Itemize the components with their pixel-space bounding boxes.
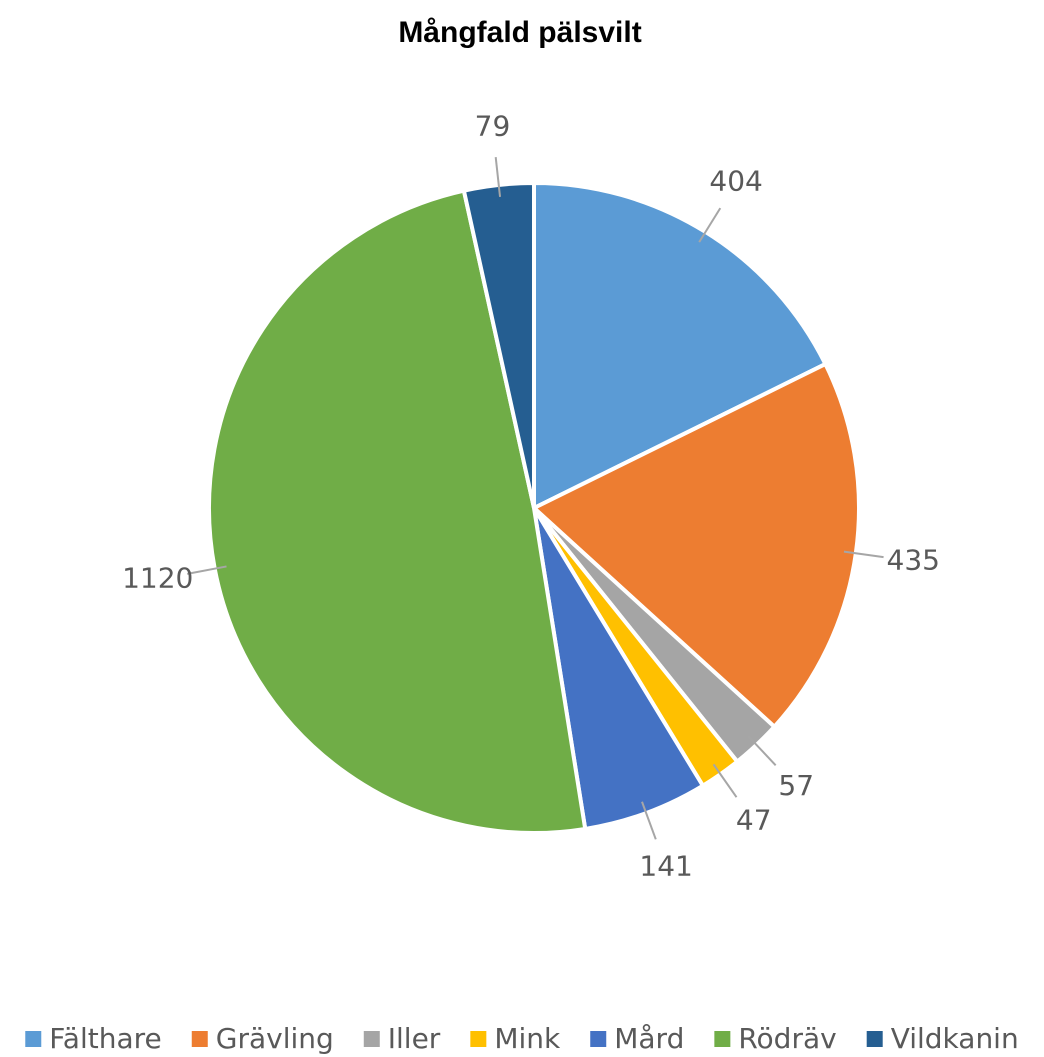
leader-line — [843, 550, 884, 559]
legend-marker — [363, 1031, 380, 1047]
chart-title: Mångfald pälsvilt — [398, 16, 641, 49]
leader-line — [494, 156, 502, 197]
legend-label: Rödräv — [738, 1022, 836, 1055]
leader-line — [187, 565, 227, 575]
data-label: 141 — [639, 849, 692, 882]
data-label: 47 — [736, 804, 772, 837]
legend-label: Vildkanin — [891, 1022, 1019, 1055]
legend-label: Mård — [614, 1022, 684, 1055]
data-label: 404 — [709, 165, 762, 198]
legend-marker — [25, 1031, 42, 1047]
legend-label: Mink — [494, 1022, 561, 1055]
legend-marker — [590, 1031, 607, 1047]
legend-marker — [714, 1031, 731, 1047]
legend-label: Iller — [388, 1022, 441, 1055]
data-label: 435 — [887, 543, 940, 576]
legend-label: Fälthare — [49, 1022, 161, 1055]
leader-line — [747, 735, 777, 766]
data-label: 1120 — [122, 562, 193, 595]
data-label: 79 — [475, 109, 511, 142]
leader-line — [698, 207, 722, 243]
legend-marker — [866, 1031, 883, 1047]
leader-line — [712, 763, 738, 798]
legend-label: Grävling — [216, 1022, 334, 1055]
legend-marker — [191, 1031, 208, 1047]
legend-marker — [470, 1031, 487, 1047]
leader-line — [641, 801, 657, 840]
data-label: 57 — [778, 769, 814, 802]
